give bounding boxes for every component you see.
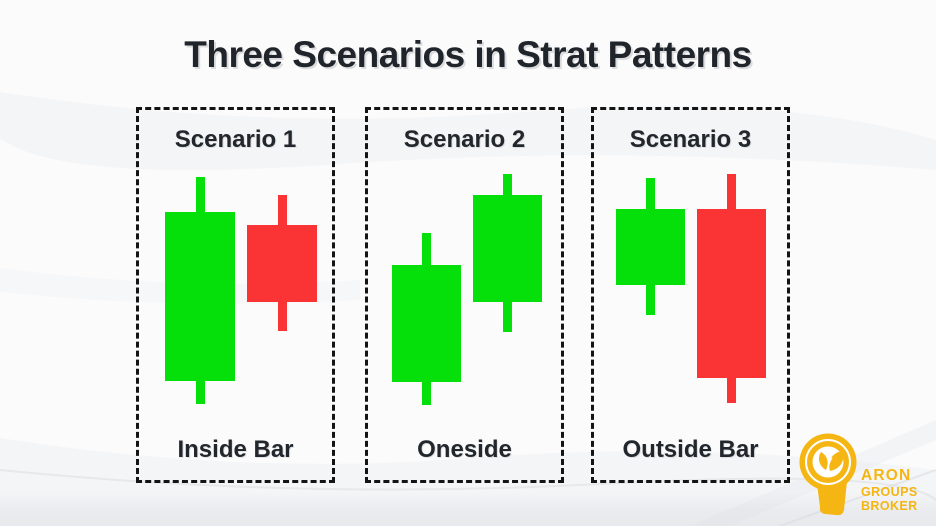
scenario-3-candles	[594, 110, 787, 480]
scenario-1-box: Scenario 1 Inside Bar	[136, 107, 335, 483]
scenario-1-candles	[139, 110, 332, 480]
pattern-label-outside-bar: Outside Bar	[622, 436, 759, 463]
red-candle-body	[697, 209, 766, 378]
red-candle-body	[247, 225, 317, 302]
logo-line-groups: GROUPS	[861, 484, 918, 499]
scenario-3-box: Scenario 3 Outside Bar	[591, 107, 790, 483]
pattern-label-oneside: Oneside	[417, 436, 512, 463]
pattern-label-inside-bar: Inside Bar	[177, 436, 294, 463]
brand-logo: ARON GROUPS BROKER	[795, 424, 936, 526]
scenario-2-candles	[368, 110, 561, 480]
bottom-shade	[0, 492, 936, 526]
green-candle-body	[165, 212, 235, 381]
scenario-3-label: Scenario 3	[629, 126, 752, 153]
green-candle-body	[473, 195, 542, 302]
green-candle-body	[392, 265, 461, 382]
logo-9-leaf-icon	[799, 433, 857, 516]
logo-wordmark: ARON GROUPS BROKER	[861, 468, 918, 513]
scenario-1-label: Scenario 1	[174, 126, 297, 153]
scenario-2-label: Scenario 2	[403, 126, 526, 153]
scenario-2-box: Scenario 2 Oneside	[365, 107, 564, 483]
logo-line-broker: BROKER	[861, 499, 918, 513]
logo-line-aron: ARON	[861, 467, 912, 484]
page-title: Three Scenarios in Strat Patterns	[184, 34, 752, 75]
green-candle-body	[616, 209, 685, 285]
